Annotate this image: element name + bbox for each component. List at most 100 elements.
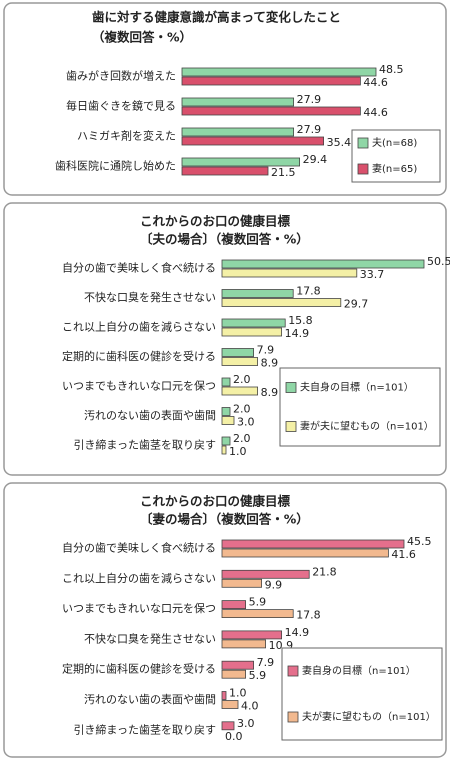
chart-title: これからのお口の健康目標	[140, 494, 291, 509]
category-label: いつまでもきれいな口元を保つ	[62, 379, 216, 393]
bar	[221, 357, 258, 366]
value-label: 35.4	[327, 136, 352, 149]
category-label: 引き締まった歯茎を取り戻す	[73, 438, 216, 452]
bar	[221, 386, 258, 396]
bar	[181, 106, 361, 116]
value-label: 48.5	[379, 63, 404, 76]
value-label: 3.0	[237, 416, 255, 429]
value-label: 2.0	[233, 403, 251, 416]
bar	[181, 166, 269, 176]
category-label: これ以上自分の歯を減らさない	[62, 571, 216, 585]
bar	[221, 268, 358, 278]
bar	[221, 539, 405, 549]
bar	[221, 289, 294, 298]
value-label: 14.9	[285, 327, 310, 340]
category-label: 定期的に歯科医の健診を受ける	[62, 662, 216, 676]
bar	[181, 67, 377, 77]
category-label: 歯みがき回数が増えた	[66, 69, 176, 83]
bar	[221, 609, 294, 618]
value-label: 29.4	[303, 153, 328, 166]
value-label: 45.5	[407, 535, 432, 548]
value-label: 15.8	[288, 314, 313, 327]
value-label: 8.9	[261, 357, 279, 370]
category-label: 毎日歯ぐきを鏡で見る	[66, 99, 176, 113]
category-label: 不快な口臭を発生させない	[84, 631, 216, 645]
category-label: 汚れのない歯の表面や歯間	[84, 408, 216, 422]
value-label: 8.9	[261, 386, 279, 399]
category-label: 自分の歯で美味しく食べ続ける	[62, 261, 216, 275]
panel	[3, 202, 447, 476]
bar	[221, 436, 231, 446]
value-label: 44.6	[363, 76, 388, 89]
value-label: 44.6	[363, 106, 388, 119]
bar	[221, 445, 227, 455]
value-label: 2.0	[233, 373, 251, 386]
category-label: これ以上自分の歯を減らさない	[62, 320, 216, 334]
value-label: 50.5	[427, 255, 450, 268]
value-label: 29.7	[344, 298, 369, 311]
value-label: 1.0	[229, 687, 247, 700]
bar	[181, 136, 325, 146]
bar	[221, 578, 262, 588]
legend-label: 夫自身の目標（n=101）	[300, 381, 414, 394]
value-label: 33.7	[360, 268, 385, 281]
legend-label: 夫が妻に望むもの（n=101）	[302, 710, 436, 723]
value-label: 3.0	[237, 717, 255, 730]
value-label: 5.9	[249, 669, 267, 682]
legend-box	[281, 647, 443, 741]
bar	[181, 157, 300, 167]
value-label: 41.6	[391, 548, 416, 561]
bar	[221, 318, 286, 328]
legend-swatch	[357, 163, 369, 175]
chart-subtitle: （複数回答・%）	[92, 30, 192, 45]
legend-swatch	[285, 382, 297, 393]
legend-label: 妻自身の目標（n=101）	[302, 664, 416, 677]
bar	[221, 639, 266, 649]
bar	[221, 298, 342, 307]
category-label: 自分の歯で美味しく食べ続ける	[62, 541, 216, 555]
bar	[181, 127, 294, 137]
value-label: 17.8	[296, 285, 321, 298]
category-label: 汚れのない歯の表面や歯間	[84, 692, 216, 706]
bar	[181, 97, 294, 107]
value-label: 7.9	[257, 344, 275, 357]
panel	[3, 2, 447, 196]
category-label: 引き締まった歯茎を取り戻す	[73, 722, 216, 736]
legend-label: 夫(n=68)	[372, 137, 417, 149]
chart-subtitle: 〔夫の場合〕（複数回答・%）	[140, 232, 309, 247]
chart-title: これからのお口の健康目標	[140, 214, 291, 229]
bar	[221, 569, 310, 579]
value-label: 1.0	[229, 445, 247, 458]
legend-swatch	[287, 665, 299, 677]
legend-swatch	[287, 711, 299, 723]
bar	[221, 600, 247, 609]
bar	[181, 76, 361, 86]
bar	[221, 721, 235, 731]
value-label: 4.0	[241, 700, 259, 713]
value-label: 5.9	[249, 596, 267, 609]
value-label: 27.9	[297, 123, 322, 136]
legend-swatch	[357, 137, 369, 149]
value-label: 17.8	[296, 609, 321, 622]
chart-subtitle: 〔妻の場合〕（複数回答・%）	[140, 512, 309, 527]
value-label: 7.9	[257, 656, 275, 669]
chart-title: 歯に対する健康意識が高まって変化したこと	[92, 10, 341, 25]
category-label: 定期的に歯科医の健診を受ける	[62, 349, 216, 363]
bar	[221, 630, 282, 640]
value-label: 0.0	[225, 730, 243, 743]
category-label: 歯科医院に通院し始めた	[55, 159, 176, 173]
legend-label: 妻(n=65)	[372, 162, 417, 175]
bar	[221, 377, 231, 387]
category-label: 不快な口臭を発生させない	[84, 290, 216, 304]
value-label: 21.8	[312, 565, 337, 578]
bar	[221, 407, 231, 416]
bar	[221, 416, 235, 425]
category-label: ハミガキ剤を変えた	[77, 129, 176, 143]
value-label: 2.0	[233, 432, 251, 445]
bar	[221, 259, 425, 269]
bar	[221, 348, 255, 357]
bar	[221, 691, 227, 700]
panel	[3, 482, 447, 758]
value-label: 14.9	[285, 626, 310, 639]
